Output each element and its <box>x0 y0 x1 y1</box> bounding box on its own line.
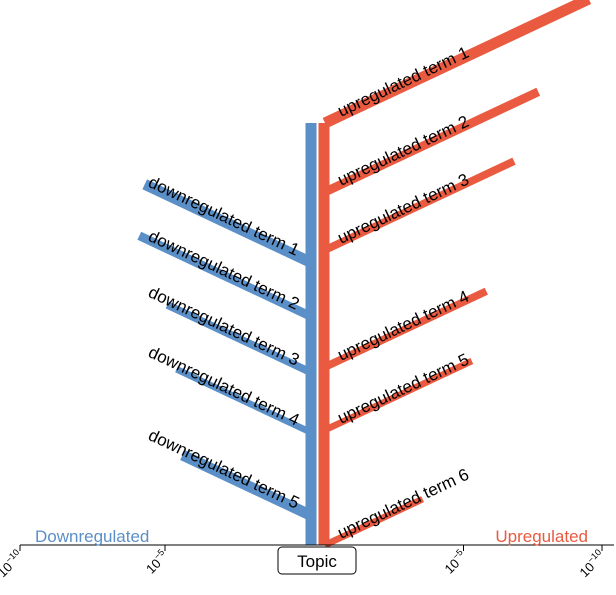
upregulated-label: Upregulated <box>495 527 588 546</box>
up-branch-5 <box>323 357 474 433</box>
tick-label-1: 10−10 <box>0 547 26 580</box>
up-branch-1 <box>322 0 592 128</box>
up-branch-6 <box>323 496 424 548</box>
down-branch-label-5: downregulated term 5 <box>145 425 302 512</box>
down-branch-3 <box>165 301 312 376</box>
up-branch-4 <box>323 287 488 371</box>
branches-group <box>137 0 592 548</box>
down-branch-1 <box>142 179 313 267</box>
up-branch-label-4: upregulated term 4 <box>335 287 472 365</box>
up-branch-3 <box>323 157 516 254</box>
up-branch-2 <box>323 87 541 196</box>
tick-label-4: 10−10 <box>575 547 608 580</box>
down-branch-4 <box>175 366 312 435</box>
down-branch-2 <box>137 231 312 320</box>
topic-box[interactable]: Topic <box>277 546 357 575</box>
tick-label-3: 10−5 <box>440 547 470 577</box>
tick-label-2: 10−5 <box>142 547 172 577</box>
down-branch-5 <box>180 450 313 520</box>
up-branch-label-1: upregulated term 1 <box>335 43 472 121</box>
up-branch-label-6: upregulated term 6 <box>335 465 472 543</box>
spine-group <box>305 123 330 545</box>
up-branch-label-5: upregulated term 5 <box>335 350 472 428</box>
topic-label: Topic <box>297 552 337 571</box>
downregulated-label: Downregulated <box>35 527 149 546</box>
